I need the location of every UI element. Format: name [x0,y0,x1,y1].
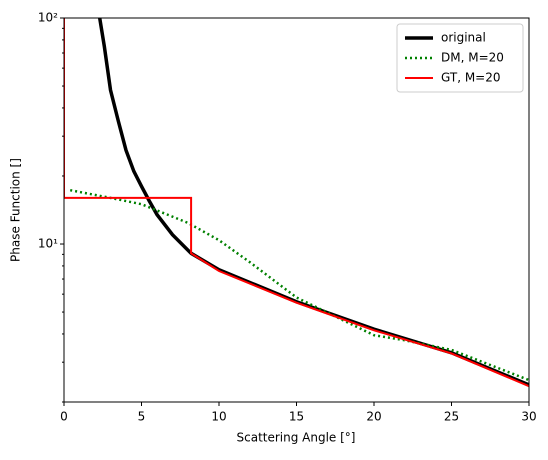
legend-label: DM, M=20 [441,51,504,65]
y-tick-label: 10² [38,11,58,25]
legend-box [396,23,524,93]
plot-frame [63,17,530,403]
series-line [69,188,529,382]
x-tick-label: 20 [366,410,381,424]
legend-label: GT, M=20 [441,71,501,85]
x-axis-label: Scattering Angle [°] [237,431,356,445]
x-tick-label: 15 [289,410,304,424]
x-tick-label: 5 [138,410,146,424]
x-tick-label: 25 [444,410,459,424]
x-tick-label: 10 [211,410,226,424]
x-tick-label: 30 [521,410,536,424]
series-line [64,18,529,388]
legend-label: original [441,31,486,45]
plot-lines [64,18,529,388]
y-axis-label: Phase Function [] [9,158,23,262]
x-tick-label: 0 [60,410,68,424]
y-tick-label: 10¹ [38,237,58,251]
